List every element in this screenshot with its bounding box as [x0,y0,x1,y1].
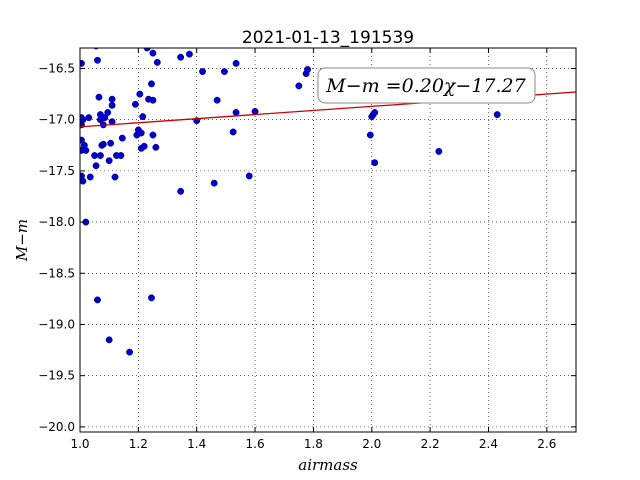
data-point [107,139,115,147]
data-point [94,296,101,304]
data-point [148,80,155,88]
data-point [86,173,94,181]
data-point [126,348,134,356]
data-point [118,134,126,142]
data-point [149,131,157,139]
data-point [213,96,221,104]
y-tick-label: −18.5 [38,266,75,280]
data-point [80,136,85,144]
data-point [85,114,93,122]
x-tick-label: 1.6 [246,437,265,451]
data-point [108,95,116,103]
x-tick-label: 1.4 [187,437,206,451]
x-tick-label: 2.2 [421,437,440,451]
data-point [104,109,112,116]
data-point [229,128,237,136]
data-point [177,187,185,195]
data-point [95,93,103,101]
data-point [366,131,374,139]
x-tick-label: 1.2 [129,437,148,451]
data-point [91,152,99,159]
data-point [149,49,157,57]
y-tick-label: −17.5 [38,164,75,178]
data-point [304,66,312,73]
data-point [435,147,443,155]
data-point [152,143,160,151]
data-point [149,96,157,104]
x-tick-label: 2.6 [537,437,556,451]
data-point [232,109,240,116]
data-point [148,294,155,302]
data-point [140,142,148,150]
fit-equation: M−m =0.20χ−17.27 [325,75,526,97]
data-point [153,58,161,66]
x-tick-label: 2.4 [479,437,498,451]
y-tick-label: −16.5 [38,61,75,75]
y-axis-label: M−m [13,219,31,262]
data-point [245,172,253,180]
data-point [371,109,379,116]
y-tick-label: −19.0 [38,317,75,331]
plot-area [80,48,576,432]
plot-frame [79,47,577,433]
data-point [295,82,303,90]
data-point [139,113,147,121]
data-point [101,114,109,122]
y-tick-label: −17.0 [38,113,75,127]
data-point [80,177,87,185]
data-point [117,152,125,159]
x-tick-label: 1.8 [304,437,323,451]
data-point [80,59,85,67]
data-point [94,56,101,64]
data-point [232,59,240,67]
data-point [185,50,193,58]
y-tick-label: −19.5 [38,369,75,383]
data-point [220,68,228,76]
data-point [371,159,379,167]
data-point [105,336,113,344]
data-point [92,162,100,170]
y-tick-label: −20.0 [38,420,75,434]
ticks: 1.0 1.2 1.4 1.6 1.8 2.0 2.2 2.4 2.6 −16.5 −17.0 −17… [38,48,576,451]
data-point [199,68,206,76]
x-tick-label: 2.0 [362,437,381,451]
data-point [210,179,218,187]
data-point [96,152,104,159]
data-point [143,48,151,52]
data-point [82,146,90,154]
data-point [111,173,119,181]
data-point [493,111,501,119]
data-point [99,140,107,148]
data-point [251,108,259,115]
data-point [105,157,113,165]
x-tick-label: 1.0 [70,437,89,451]
data-point [177,53,185,61]
x-axis-label: airmass [298,456,358,474]
annotation-box [317,67,536,104]
data-point [108,101,116,109]
chart-title: 2021-01-13_191539 [242,28,414,48]
data-point [136,90,144,98]
grid [79,48,576,432]
data-point [137,129,145,137]
y-tick-label: −18.0 [38,215,75,229]
fit-annotation: M−m =0.20χ−17.27 [317,67,536,104]
data-point [131,100,139,108]
